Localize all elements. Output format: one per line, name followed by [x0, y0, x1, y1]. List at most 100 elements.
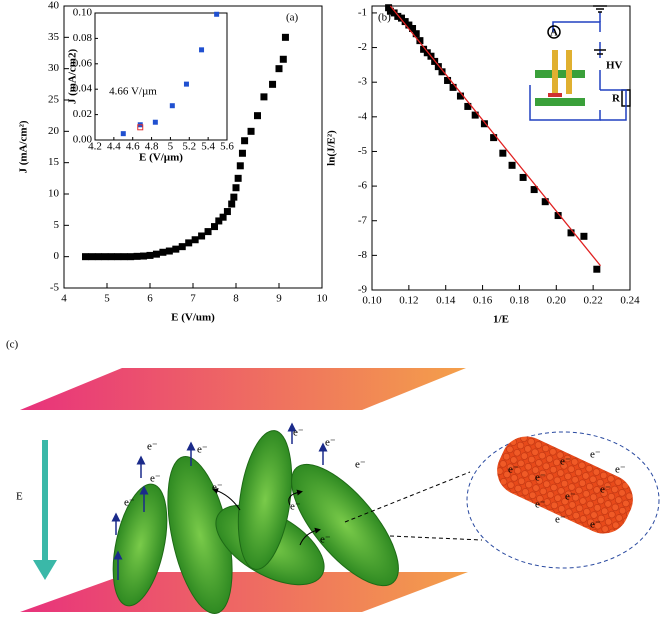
x-tick-label: 8	[233, 293, 239, 305]
y-tick-label: -4	[358, 110, 368, 122]
data-point	[185, 239, 193, 247]
bottom-electrode	[20, 572, 468, 612]
x-tick-label: 0.18	[510, 295, 530, 307]
data-point	[228, 200, 236, 208]
y-tick-label: -1	[358, 6, 367, 18]
x-tick-label: 9	[276, 293, 282, 305]
x-tick-label: 10	[317, 293, 329, 305]
x-tick-label: 0.14	[436, 295, 456, 307]
data-point	[127, 253, 135, 261]
data-point	[223, 208, 231, 216]
data-point	[169, 103, 175, 109]
y-tick-label: -2	[358, 41, 367, 53]
x-tick-label: 4.8	[145, 141, 159, 153]
data-point	[541, 198, 549, 206]
y-tick-label: 0.06	[73, 57, 93, 69]
data-point	[397, 14, 405, 22]
y-tick-label: 35	[48, 31, 60, 43]
data-point	[230, 193, 238, 201]
electron-label: e⁻	[560, 456, 571, 468]
electron-label: e⁻	[124, 497, 135, 509]
y-tick-label: 0.10	[73, 7, 93, 19]
field-label: E	[16, 491, 23, 503]
data-point	[405, 21, 413, 29]
x-tick-label: 4.2	[88, 141, 102, 153]
data-point	[444, 76, 452, 84]
x-tick-label: 7	[190, 293, 196, 305]
x-tick-label: 5.2	[182, 141, 196, 153]
data-point	[401, 18, 409, 26]
data-point	[120, 131, 126, 137]
data-point	[152, 119, 158, 125]
x-tick-label: 4.6	[126, 141, 140, 153]
data-point	[519, 173, 527, 181]
electron-label: e⁻	[320, 534, 331, 546]
data-point	[241, 137, 249, 145]
data-point	[199, 47, 205, 53]
x-tick-label: 0.22	[584, 295, 603, 307]
electron-label: e⁻	[555, 514, 566, 526]
x-axis-label: E (V/µm)	[139, 152, 183, 164]
y-tick-label: -5	[358, 145, 368, 157]
data-point	[580, 232, 588, 240]
electron-label: e⁻	[147, 441, 158, 453]
data-point	[236, 162, 244, 170]
nanostructures	[112, 430, 399, 614]
data-point	[219, 213, 227, 221]
zoom-outline	[466, 431, 660, 569]
data-point	[191, 236, 199, 244]
data-point	[107, 253, 115, 261]
data-point	[159, 248, 167, 256]
electron-label: e⁻	[150, 473, 161, 485]
x-axis-label: E (V/um)	[171, 312, 215, 324]
data-point	[232, 184, 240, 192]
x-tick-label: 5.4	[201, 141, 215, 153]
data-point	[394, 12, 402, 20]
x-tick-label: 0.12	[399, 295, 418, 307]
y-tick-label: 0	[54, 250, 60, 262]
y-tick-label: 0.04	[73, 83, 93, 95]
electron-label: e⁻	[355, 459, 366, 471]
data-point	[386, 7, 394, 15]
plot-frame	[94, 12, 228, 141]
top-electrode	[20, 368, 466, 410]
data-point	[390, 9, 398, 17]
x-tick-label: 0.20	[547, 295, 567, 307]
y-tick-label: 0.02	[73, 108, 92, 120]
y-axis-label: J (mA/cm²)	[18, 120, 30, 173]
electron-label: e⁻	[535, 472, 546, 484]
x-tick-label: 0.24	[620, 295, 640, 307]
fit-line	[389, 5, 602, 267]
zoom-lines	[344, 471, 483, 541]
data-point	[165, 247, 173, 255]
y-tick-label: -6	[358, 180, 368, 192]
field-arrow-head	[33, 560, 57, 580]
electron-label: e⁻	[600, 484, 611, 496]
data-point	[412, 30, 420, 38]
x-tick-label: 4.4	[107, 141, 121, 153]
electron-label: e⁻	[565, 491, 576, 503]
data-point	[464, 102, 472, 110]
transfer-arrows	[212, 488, 321, 546]
data-point	[420, 45, 428, 53]
data-point	[423, 49, 431, 57]
y-tick-label: 15	[48, 156, 60, 168]
annotation: 4.66 V/µm	[109, 85, 157, 97]
data-point	[269, 80, 277, 88]
y-tick-label: 10	[48, 188, 60, 200]
electron-label: e⁻	[535, 499, 546, 511]
data-point	[204, 228, 212, 236]
x-tick-label: 5	[104, 293, 110, 305]
electron-label: e⁻	[590, 449, 601, 461]
data-point	[140, 252, 148, 260]
data-point	[554, 212, 562, 220]
electron-label: e⁻	[508, 464, 519, 476]
data-point	[456, 92, 464, 100]
y-tick-label: 0.00	[73, 134, 93, 146]
data-point	[416, 37, 424, 45]
data-point	[508, 161, 516, 169]
panel-label: (a)	[286, 12, 299, 24]
data-point	[214, 11, 220, 17]
electron-label: e⁻	[615, 464, 626, 476]
